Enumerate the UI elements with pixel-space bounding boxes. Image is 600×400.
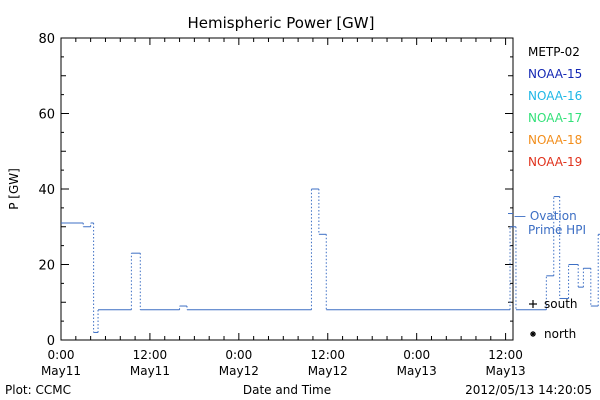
footer-plot-source: Plot: CCMC: [5, 383, 71, 397]
x-tick-time-label: 0:00: [403, 348, 430, 362]
legend-entry: NOAA-18: [528, 133, 582, 147]
x-tick-time-label: 12:00: [133, 348, 168, 362]
y-axis: 0 20 40 60 80: [38, 32, 513, 349]
legend: METP-02 NOAA-15 NOAA-16 NOAA-17 NOAA-18 NOAA-…: [508, 45, 586, 341]
x-tick-date-label: May12: [219, 364, 259, 378]
legend-entry: NOAA-17: [528, 111, 582, 125]
legend-entry: NOAA-16: [528, 89, 582, 103]
y-tick-label: 80: [38, 32, 55, 47]
y-tick-label: 20: [38, 259, 55, 274]
x-tick-date-label: May12: [308, 364, 348, 378]
legend-entry: NOAA-15: [528, 67, 582, 81]
y-tick-label: 60: [38, 108, 55, 123]
legend-entry: NOAA-19: [528, 155, 582, 169]
x-axis: 0:00 May11 12:00 May11 0:00 May12 12:00 May12 0:…: [41, 38, 526, 378]
x-tick-date-label: May11: [130, 364, 170, 378]
x-tick-date-label: May13: [397, 364, 437, 378]
north-marker-icon: [530, 331, 536, 337]
footer-timestamp: 2012/05/13 14:20:05: [465, 383, 592, 397]
x-tick-time-label: 12:00: [488, 348, 523, 362]
y-tick-label: 40: [38, 183, 55, 198]
north-marker-label: north: [544, 327, 576, 341]
south-marker-icon: [529, 300, 537, 308]
ovation-label: Prime HPI: [528, 223, 586, 237]
y-axis-label: P [GW]: [7, 168, 21, 210]
x-tick-time-label: 0:00: [48, 348, 75, 362]
plot-frame: [60, 37, 514, 341]
south-marker-label: south: [544, 297, 578, 311]
chart-title: Hemispheric Power [GW]: [188, 14, 375, 32]
x-tick-date-label: May11: [41, 364, 81, 378]
x-tick-time-label: 0:00: [225, 348, 252, 362]
x-tick-time-label: 12:00: [310, 348, 345, 362]
legend-entry: METP-02: [528, 45, 580, 59]
x-axis-label: Date and Time: [243, 383, 331, 397]
ovation-label: — Ovation: [514, 209, 577, 223]
ovation-series: [61, 188, 600, 333]
y-tick-label: 0: [47, 334, 55, 349]
x-tick-date-label: May13: [486, 364, 526, 378]
